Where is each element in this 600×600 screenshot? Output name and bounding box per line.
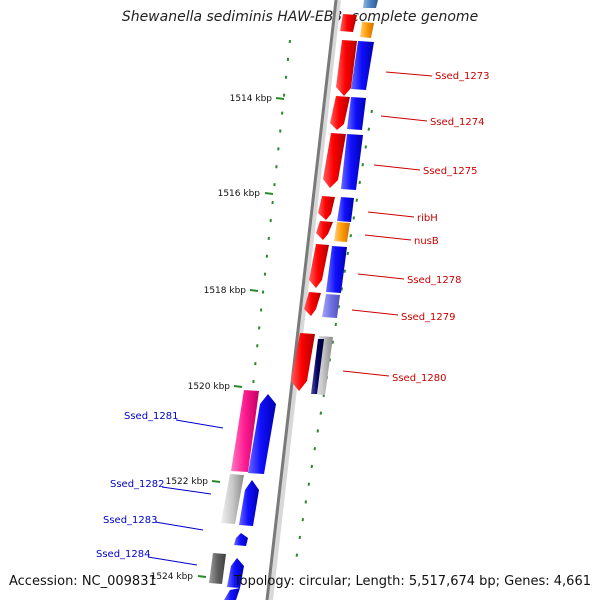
gene-arrow-ssed-1280: [291, 333, 315, 391]
label-leader: [175, 419, 224, 429]
tick-label: 1522 kbp: [166, 477, 209, 487]
gene-label-ssed-1280[interactable]: Ssed_1280: [392, 373, 447, 384]
gene-label-ssed-1273[interactable]: Ssed_1273: [435, 71, 490, 82]
backbone-shadow: [267, 0, 341, 600]
label-leader: [342, 370, 390, 377]
gene-arrow-ssed-1279-rev: [322, 294, 340, 318]
tick-1514: 1514 kbp: [230, 94, 285, 104]
label-leader: [147, 556, 198, 566]
tick-1522: 1522 kbp: [166, 477, 221, 487]
label-leader: [385, 71, 433, 77]
gene-arrow-ssed-1278-rev: [326, 246, 347, 293]
tick-1516: 1516 kbp: [218, 189, 274, 199]
gene-arrow-ssed-1283: [234, 533, 248, 546]
gene-arrow-nusb-rev: [334, 222, 350, 242]
tick-label: 1518 kbp: [204, 286, 247, 296]
label-leader: [380, 115, 428, 122]
reverse-strand-genes: [209, 390, 276, 600]
gene-label-ssed-1279[interactable]: Ssed_1279: [401, 312, 456, 323]
gene-arrow-ssed-1273-rev: [351, 41, 374, 90]
gene-arrow-ssed-1275: [323, 133, 346, 188]
gene-label-ribh[interactable]: ribH: [417, 213, 438, 224]
gene-arrow-ssed-1280-navy: [311, 339, 324, 394]
gene-arrow-ssed-1274: [330, 96, 350, 130]
gene-arrow-ssed-1284: [209, 553, 226, 584]
label-leader: [373, 164, 421, 171]
gene-block-steel: [363, 0, 378, 8]
gene-arrow-ssed-1275-rev: [341, 134, 363, 190]
gene-arrow-bottom-blue: [224, 588, 240, 600]
gene-arrow-ssed-1282-blue: [239, 480, 259, 526]
tick-1524: 1524 kbp: [151, 572, 207, 582]
tick-1520: 1520 kbp: [188, 382, 243, 392]
map-title: Shewanella sediminis HAW-EB3, complete g…: [121, 9, 479, 25]
tick-1518: 1518 kbp: [204, 286, 259, 296]
label-leader: [357, 273, 405, 280]
gene-arrow-ssed-1278: [309, 244, 329, 288]
tick-label: 1524 kbp: [151, 572, 194, 582]
gene-arrow-ssed-1281-blue: [248, 394, 276, 474]
inner-tick-guide: [295, 109, 373, 561]
gene-label-ssed-1282[interactable]: Ssed_1282: [110, 479, 165, 490]
backbone-line: [265, 0, 338, 600]
gene-arrow-ribh-rev: [337, 197, 354, 222]
tick-label: 1516 kbp: [218, 189, 261, 199]
gene-label-ssed-1281[interactable]: Ssed_1281: [124, 411, 179, 422]
gene-arrow-ssed-1279: [304, 292, 321, 316]
label-leader: [351, 309, 399, 316]
gene-label-ssed-1275[interactable]: Ssed_1275: [423, 166, 478, 177]
tick-label: 1520 kbp: [188, 382, 231, 392]
gene-block-orange: [360, 22, 374, 38]
gene-arrow-ssed-1281: [231, 390, 259, 472]
label-leader: [154, 521, 204, 531]
gene-label-ssed-1284[interactable]: Ssed_1284: [96, 549, 151, 560]
gene-arrow-nusb: [316, 221, 333, 240]
accession-text: Accession: NC_009831: [9, 574, 157, 589]
label-leader: [364, 234, 412, 241]
gene-arrow-ssed-1274-rev: [347, 97, 366, 130]
gene-label-ssed-1283[interactable]: Ssed_1283: [103, 515, 158, 526]
genome-summary-text: Topology: circular; Length: 5,517,674 bp…: [233, 574, 591, 589]
gene-arrow-ssed-1282: [221, 474, 244, 524]
left-gene-labels: Ssed_1281 Ssed_1282 Ssed_1283 Ssed_1284: [96, 411, 224, 566]
label-leader: [367, 211, 415, 218]
right-gene-labels: Ssed_1273 Ssed_1274 Ssed_1275 ribH nusB …: [342, 71, 490, 384]
gene-arrow-ssed-1284-blue: [227, 558, 244, 588]
gene-label-ssed-1278[interactable]: Ssed_1278: [407, 275, 462, 286]
forward-strand-genes: [291, 0, 378, 395]
gene-arrow-ribh: [318, 196, 335, 220]
gene-block-red: [340, 14, 357, 32]
gene-arrow-ssed-1273: [336, 40, 357, 96]
tick-label: 1514 kbp: [230, 94, 273, 104]
gene-label-nusb[interactable]: nusB: [414, 236, 439, 247]
gene-label-ssed-1274[interactable]: Ssed_1274: [430, 117, 485, 128]
label-leader: [161, 486, 212, 495]
